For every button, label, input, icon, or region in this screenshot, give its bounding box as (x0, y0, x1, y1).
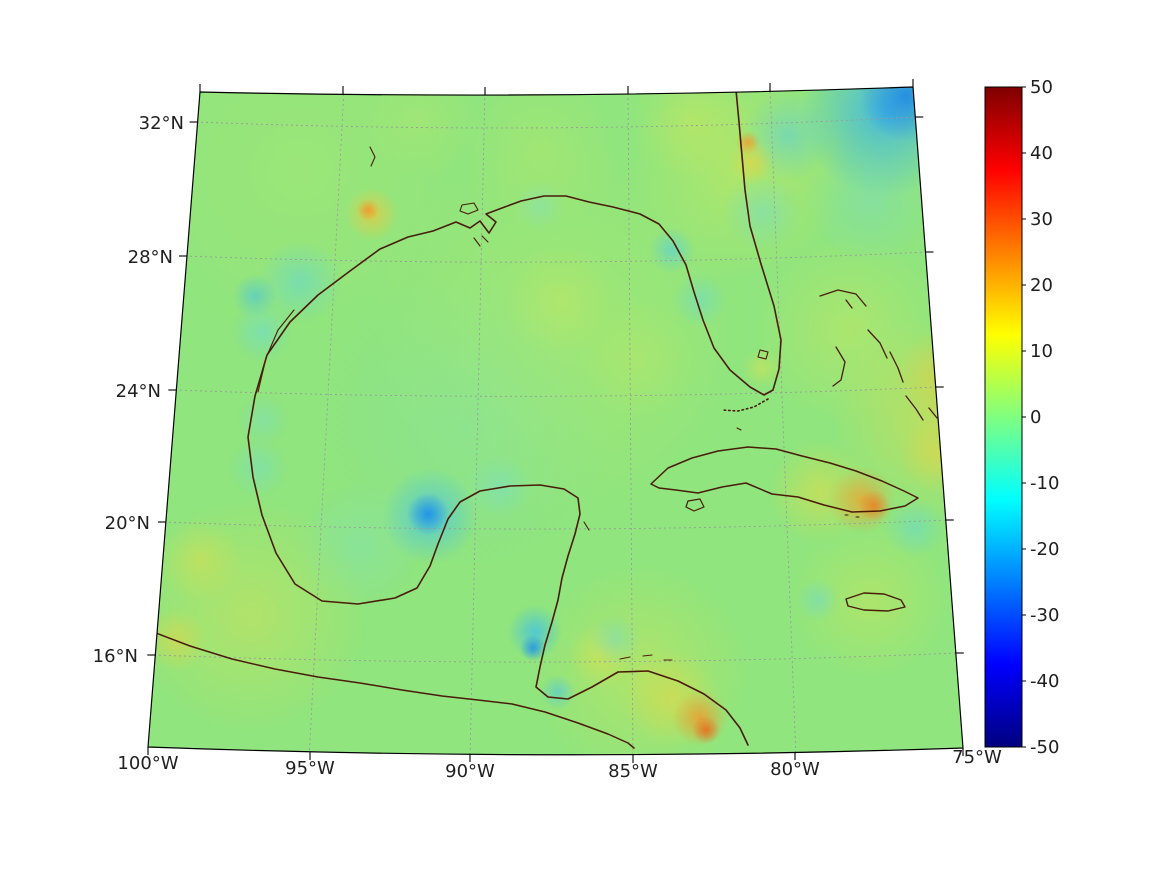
gridline (195, 116, 918, 129)
lat-tick-label: 28°N (128, 247, 173, 268)
coastline-path (685, 498, 705, 512)
colorbar-tick-label: 40 (1030, 143, 1053, 164)
colorbar-tick-label: -50 (1030, 737, 1059, 758)
colorbar-ticks (1022, 86, 1026, 748)
axis-ticks (147, 79, 964, 763)
colorbar-tick-label: -20 (1030, 539, 1059, 560)
lon-tick-label: 75°W (952, 747, 1002, 768)
gridline (769, 87, 797, 755)
graticule (153, 87, 958, 755)
coastline-path (148, 629, 635, 749)
gridline (308, 87, 345, 755)
colorbar-tick-label: 30 (1030, 209, 1053, 230)
coastlines (148, 89, 953, 749)
colorbar-tick-label: -30 (1030, 605, 1059, 626)
gridline (174, 386, 938, 397)
coastline-path (650, 446, 919, 513)
longitude-axis-labels: 100°W 95°W 90°W 85°W 80°W 75°W (117, 747, 1002, 782)
lon-tick-label: 80°W (770, 759, 820, 780)
lon-tick-label: 100°W (117, 753, 178, 774)
coastline-path (721, 398, 769, 412)
gridline (184, 251, 928, 263)
colorbar-tick-label: -40 (1030, 671, 1059, 692)
colorbar-tick-label: -10 (1030, 473, 1059, 494)
lat-tick-label: 16°N (93, 646, 138, 667)
colorbar (984, 86, 1023, 748)
gridline (469, 88, 486, 755)
colorbar-tick-label: 10 (1030, 341, 1053, 362)
lat-tick-label: 24°N (116, 381, 161, 402)
colorbar-tick-label: 0 (1030, 407, 1041, 428)
coastline-path (257, 309, 295, 393)
lon-tick-label: 90°W (445, 761, 495, 782)
coastline-path (247, 89, 782, 746)
lon-tick-label: 85°W (608, 761, 658, 782)
gridline (627, 87, 634, 755)
colorbar-tick-label: 20 (1030, 275, 1053, 296)
latitude-axis-labels: 32°N 28°N 24°N 20°N 16°N (93, 113, 184, 667)
coastline-path (819, 287, 953, 421)
colorbar-tick-label: 50 (1030, 77, 1053, 98)
lat-tick-label: 20°N (105, 513, 150, 534)
colorbar-labels: 50 40 30 20 10 0 -10 -20 -30 -40 -50 (1030, 77, 1059, 758)
map-frame (147, 86, 964, 756)
lat-tick-label: 32°N (139, 113, 184, 134)
gridline (153, 652, 958, 663)
coastline-path (369, 146, 860, 661)
lon-tick-label: 95°W (285, 758, 335, 779)
coastline-path (845, 592, 906, 612)
gridline (163, 519, 948, 530)
